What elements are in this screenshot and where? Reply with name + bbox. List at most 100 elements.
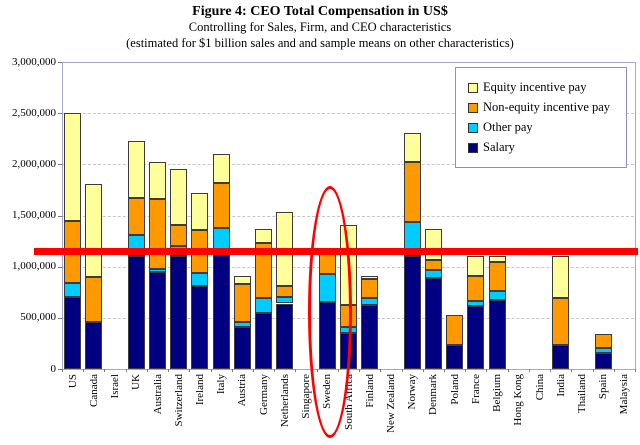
x-axis-tick [528, 369, 530, 372]
bar-segment-norway-other-pay [403, 221, 421, 257]
bar-segment-us-other-pay [64, 283, 82, 298]
x-axis-tick [507, 369, 509, 372]
bar-segment-canada-salary [85, 322, 103, 369]
legend: Equity incentive pay Non-equity incentive… [455, 67, 627, 168]
legend-label: Other pay [483, 120, 533, 134]
bar-segment-poland-non-equity-incentive-pay [446, 314, 464, 346]
bar-segment-italy-salary [212, 251, 230, 369]
legend-item-equity-incentive-pay: Equity incentive pay [468, 80, 626, 95]
bar-segment-netherlands-salary [276, 303, 294, 369]
y-axis-label: 2,500,000 [12, 106, 56, 119]
y-axis-label: 1,500,000 [12, 209, 56, 221]
bar-segment-australia-non-equity-incentive-pay [149, 199, 166, 270]
bar-segment-poland-salary [446, 345, 464, 369]
x-axis-label-finland: Finland [363, 374, 376, 408]
x-axis-tick [550, 369, 552, 372]
bar-segment-finland-salary [361, 305, 379, 369]
x-axis-tick [444, 369, 445, 372]
x-axis-label-australia: Australia [151, 374, 164, 415]
bar-segment-italy-equity-incentive-pay [212, 153, 230, 184]
figure-subtitle-1: Controlling for Sales, Firm, and CEO cha… [188, 20, 452, 34]
bar-segment-belgium-non-equity-incentive-pay [488, 261, 506, 291]
bar-segment-austria-other-pay [233, 321, 251, 328]
x-axis-tick [189, 369, 191, 372]
legend-item-non-equity-incentive-pay: Non-equity incentive pay [468, 100, 626, 115]
x-axis-tick [295, 369, 297, 372]
gridline [63, 113, 634, 115]
legend-swatch-icon [468, 142, 478, 153]
x-axis-tick [635, 369, 636, 372]
x-axis-label-spain: Spain [597, 374, 610, 400]
x-axis-label-switzerland: Switzerland [172, 374, 185, 427]
bar-segment-denmark-non-equity-incentive-pay [424, 259, 442, 271]
x-axis-label-belgium: Belgium [491, 374, 504, 412]
x-axis-label-singapore: Singapore [300, 374, 313, 419]
legend-swatch-icon [468, 82, 478, 93]
bar-segment-norway-salary [403, 256, 421, 369]
bar-segment-finland-non-equity-incentive-pay [361, 279, 379, 299]
y-axis-tick [58, 62, 62, 63]
y-axis-tick [58, 266, 62, 268]
x-axis-label-israel: Israel [109, 374, 122, 399]
x-axis-label-uk: UK [130, 374, 143, 390]
bar-segment-uk-non-equity-incentive-pay [127, 198, 145, 235]
x-axis-label-us: US [66, 374, 79, 389]
bar-segment-netherlands-non-equity-incentive-pay [276, 286, 294, 298]
x-axis-tick [613, 369, 615, 372]
x-axis-tick [401, 369, 403, 372]
bar-segment-australia-salary [149, 271, 166, 369]
bar-segment-denmark-salary [424, 278, 442, 369]
x-axis-tick [83, 369, 85, 372]
x-axis-tick [486, 369, 488, 372]
bar-segment-spain-salary [594, 353, 612, 369]
bar-segment-france-salary [467, 306, 485, 369]
x-axis-tick [231, 369, 233, 372]
bar-segment-australia-equity-incentive-pay [149, 161, 166, 200]
y-axis-label: 500,000 [20, 311, 56, 324]
bar-segment-uk-equity-incentive-pay [127, 140, 145, 199]
x-axis-label-ireland: Ireland [193, 374, 206, 406]
x-axis-tick [380, 369, 382, 372]
bar-segment-ireland-salary [191, 286, 209, 369]
bar-segment-germany-other-pay [255, 298, 273, 314]
bar-segment-germany-equity-incentive-pay [255, 228, 273, 244]
x-axis-tick [104, 369, 106, 372]
bar-segment-france-other-pay [467, 301, 485, 307]
x-axis-tick [62, 369, 63, 372]
legend-label: Equity incentive pay [483, 80, 587, 94]
bar-segment-finland-equity-incentive-pay [361, 275, 379, 280]
bar-segment-ireland-equity-incentive-pay [191, 193, 209, 230]
y-axis-tick [58, 113, 62, 115]
bar-segment-austria-equity-incentive-pay [233, 275, 251, 285]
bar-segment-india-salary [552, 345, 570, 369]
y-axis-tick [58, 215, 62, 217]
red-ellipse-annotation [308, 186, 353, 438]
y-axis-label: 3,000,000 [12, 55, 56, 68]
x-axis-label-new-zealand: New Zealand [384, 374, 397, 433]
bar-segment-spain-other-pay [594, 348, 612, 354]
x-axis-tick [274, 369, 276, 372]
bar-segment-netherlands-other-pay [276, 297, 294, 304]
bar-segment-finland-other-pay [361, 298, 379, 306]
bar-segment-belgium-salary [488, 300, 506, 369]
bar-segment-denmark-other-pay [424, 270, 442, 279]
x-axis-tick [146, 369, 148, 372]
bar-segment-switzerland-non-equity-incentive-pay [170, 224, 188, 247]
y-axis-tick [58, 317, 62, 319]
y-axis-tick [58, 369, 62, 370]
bar-segment-us-salary [64, 297, 82, 369]
x-axis-label-france: France [469, 374, 482, 404]
x-axis-tick [210, 369, 212, 372]
legend-swatch-icon [468, 122, 478, 133]
bar-segment-switzerland-salary [170, 256, 188, 369]
x-axis-label-hong-kong: Hong Kong [512, 374, 525, 426]
x-axis-tick [125, 369, 127, 372]
bar-segment-us-equity-incentive-pay [64, 113, 82, 222]
bar-segment-canada-non-equity-incentive-pay [85, 276, 103, 323]
bar-segment-ireland-other-pay [191, 273, 209, 287]
legend-item-salary: Salary [468, 140, 626, 155]
bar-segment-germany-non-equity-incentive-pay [255, 243, 273, 299]
bar-segment-italy-non-equity-incentive-pay [212, 183, 230, 229]
bar-segment-belgium-other-pay [488, 290, 506, 301]
